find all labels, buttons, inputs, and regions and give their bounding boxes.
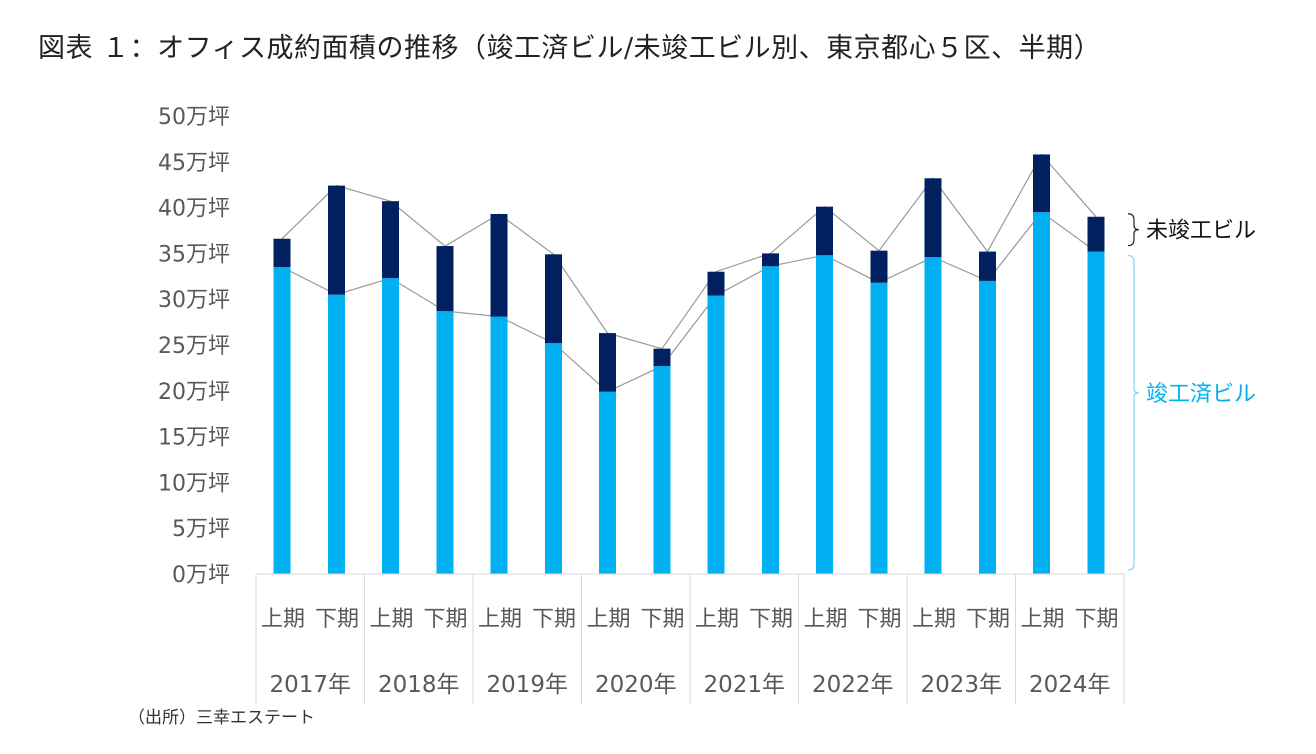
- y-tick-label: 45万坪: [158, 151, 230, 176]
- bar-unfinished: [979, 251, 996, 281]
- bar-finished: [707, 295, 725, 574]
- y-tick-label: 15万坪: [158, 426, 230, 451]
- y-tick-label: 30万坪: [158, 288, 230, 313]
- y-tick-label: 10万坪: [158, 471, 230, 496]
- x-half-label: 上期: [369, 607, 413, 632]
- bar-finished: [653, 366, 671, 574]
- bar-finished: [599, 391, 616, 574]
- bar-finished: [870, 282, 888, 574]
- bar-unfinished: [870, 250, 888, 283]
- x-half-label: 上期: [1020, 607, 1064, 632]
- bar-finished: [762, 266, 779, 574]
- y-tick-label: 20万坪: [158, 380, 230, 405]
- bar-finished: [328, 294, 345, 574]
- x-half-label: 下期: [640, 607, 684, 632]
- chart-title: 図表 １：オフィス成約面積の推移（竣工済ビル/未竣工ビル別、東京都心５区、半期）: [38, 33, 1102, 64]
- x-year-label: 2024年: [1029, 672, 1111, 698]
- bar-finished: [436, 311, 454, 574]
- x-half-label: 下期: [1074, 607, 1118, 632]
- finished-bracket: [1127, 254, 1140, 571]
- bars: [273, 154, 1105, 574]
- y-tick-label: 40万坪: [158, 197, 230, 222]
- x-half-label: 下期: [423, 607, 467, 632]
- x-half-label: 上期: [803, 607, 847, 632]
- y-tick-label: 35万坪: [158, 242, 230, 267]
- x-year-label: 2022年: [812, 672, 894, 698]
- connector-lines: [281, 153, 1097, 393]
- x-half-label: 上期: [478, 607, 522, 632]
- bar-finished: [1033, 212, 1050, 574]
- bar-finished: [490, 316, 508, 574]
- y-tick-label: 5万坪: [172, 517, 230, 542]
- bar-finished: [816, 255, 833, 574]
- bar-finished: [924, 257, 942, 574]
- x-half-label: 下期: [315, 607, 359, 632]
- unfinished-bracket: [1127, 213, 1140, 247]
- bar-unfinished: [382, 201, 399, 279]
- bar-finished: [382, 278, 399, 574]
- y-tick-label: 25万坪: [158, 334, 230, 359]
- x-year-label: 2017年: [269, 672, 351, 698]
- x-half-label: 下期: [749, 607, 793, 632]
- total-connector-line: [281, 153, 1097, 350]
- bar-finished: [273, 267, 291, 574]
- x-half-label: 上期: [695, 607, 739, 632]
- bar-finished: [1087, 251, 1105, 574]
- x-year-label: 2023年: [920, 672, 1002, 698]
- x-half-label: 上期: [586, 607, 630, 632]
- y-tick-label: 0万坪: [172, 563, 230, 588]
- bar-finished: [979, 280, 996, 574]
- x-half-label: 上期: [912, 607, 956, 632]
- bar-unfinished: [653, 348, 671, 367]
- bar-unfinished: [707, 271, 725, 296]
- legend-label-finished: 竣工済ビル: [1146, 382, 1256, 407]
- bar-unfinished: [816, 206, 833, 256]
- bar-unfinished: [273, 238, 291, 268]
- x-half-label: 下期: [966, 607, 1010, 632]
- bar-unfinished: [545, 254, 562, 344]
- x-half-label: 下期: [857, 607, 901, 632]
- bar-unfinished: [1087, 216, 1105, 252]
- y-axis: 0万坪 5万坪 10万坪 15万坪 20万坪 25万坪 30万坪 35万坪 40万坪 45万坪 50…: [158, 105, 230, 588]
- bar-unfinished: [328, 185, 345, 295]
- bar-unfinished: [436, 246, 454, 312]
- finished-connector-line: [281, 211, 1097, 393]
- bar-finished: [545, 343, 562, 574]
- x-year-label: 2021年: [703, 672, 785, 698]
- x-year-label: 2019年: [486, 672, 568, 698]
- bar-unfinished: [490, 214, 508, 317]
- x-half-label: 下期: [532, 607, 576, 632]
- legend-label-unfinished: 未竣工ビル: [1146, 219, 1256, 244]
- x-year-label: 2018年: [378, 672, 460, 698]
- bar-unfinished: [1033, 154, 1050, 213]
- source-note: （出所）三幸エステート: [128, 708, 315, 728]
- y-tick-label: 50万坪: [158, 105, 230, 130]
- bar-unfinished: [924, 178, 942, 258]
- bar-unfinished: [762, 253, 779, 267]
- bar-unfinished: [599, 333, 616, 392]
- x-year-label: 2020年: [595, 672, 677, 698]
- x-half-label: 上期: [261, 607, 305, 632]
